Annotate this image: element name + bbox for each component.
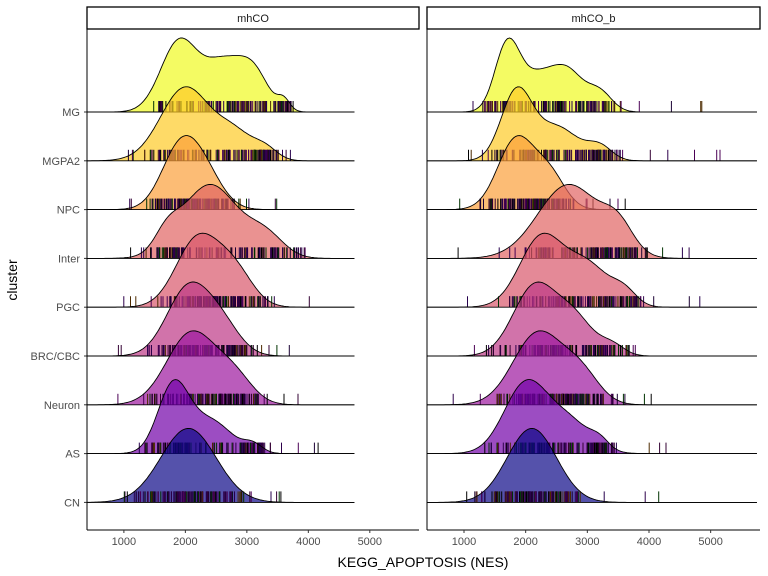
rug-marks (123, 491, 282, 503)
ridge-area (87, 330, 355, 405)
ridge-area (87, 135, 355, 210)
ridge-area (427, 379, 757, 454)
y-tick-label: NPC (57, 205, 80, 217)
y-tick-label: CN (64, 497, 80, 509)
x-axis-title: KEGG_APOPTOSIS (NES) (338, 554, 509, 570)
ridge-area (427, 428, 757, 503)
y-axis-title: cluster (4, 259, 20, 301)
ridge-area (87, 86, 355, 161)
x-tick-label: 3000 (575, 536, 599, 548)
y-tick-label: Neuron (44, 400, 80, 412)
ridge-area (427, 38, 757, 112)
x-tick-label: 4000 (296, 536, 320, 548)
facet-strip (426, 6, 761, 30)
x-tick-label: 1000 (112, 536, 136, 548)
x-tick-label: 5000 (358, 536, 382, 548)
y-tick-label: BRC/CBC (30, 351, 80, 363)
ridge-area (427, 330, 757, 405)
y-tick-label: MGPA2 (42, 156, 80, 168)
y-tick-label: AS (65, 449, 80, 461)
y-tick-label: PGC (56, 302, 80, 314)
ridge-outline (87, 183, 355, 259)
ridge-area (87, 38, 355, 112)
facet-title: mhCO_b (571, 13, 615, 25)
x-tick-label: 2000 (513, 536, 537, 548)
x-tick-label: 3000 (235, 536, 259, 548)
ridge-area (87, 184, 355, 259)
ridge-area (87, 233, 355, 308)
x-tick-label: 4000 (637, 536, 661, 548)
ridge-area (427, 282, 757, 356)
x-tick-label: 5000 (698, 536, 722, 548)
rug-marks (468, 149, 721, 161)
ridge-area (87, 379, 355, 454)
x-tick-label: 2000 (173, 536, 197, 548)
facet-title: mhCO (237, 13, 269, 25)
y-tick-label: Inter (58, 253, 80, 265)
y-tick-label: MG (62, 107, 80, 119)
facet-panel (426, 29, 760, 531)
ridge-area (427, 135, 757, 210)
ridge-area (427, 184, 757, 259)
facet-strip (86, 6, 420, 30)
facet-panel (86, 29, 419, 531)
ridge-area (427, 233, 757, 308)
x-tick-label: 1000 (452, 536, 476, 548)
